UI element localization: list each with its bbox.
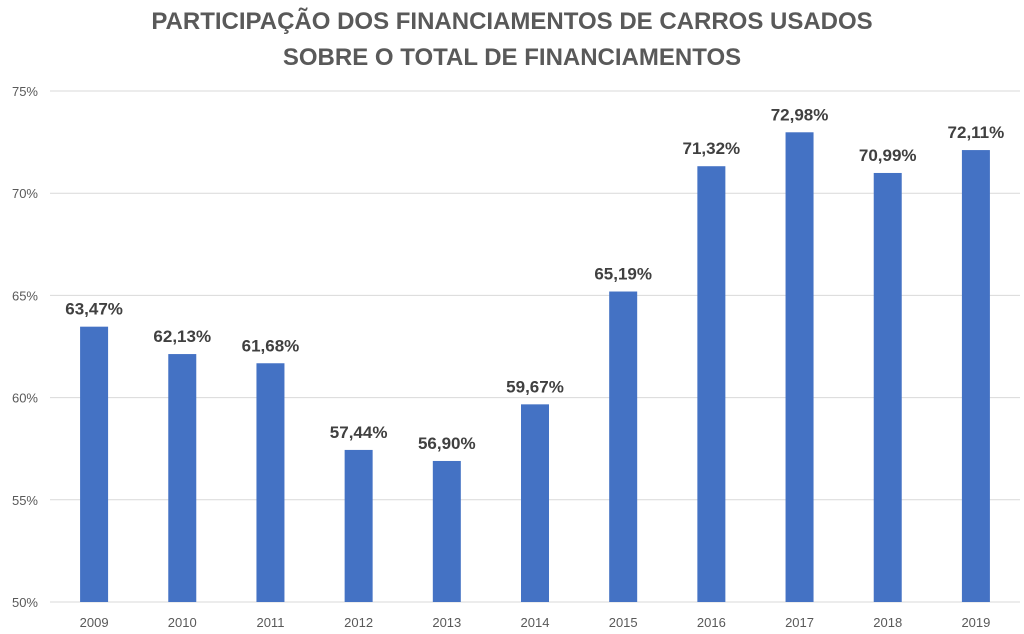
bar-2018 — [873, 172, 902, 602]
y-tick-label: 60% — [12, 391, 38, 406]
bar-2019 — [961, 150, 990, 602]
y-tick-label: 65% — [12, 288, 38, 303]
x-tick-label-2013: 2013 — [432, 615, 461, 630]
bar-2013 — [432, 460, 461, 602]
bar-2015 — [609, 291, 638, 602]
data-label-2011: 61,68% — [242, 336, 300, 355]
bar-2011 — [256, 363, 285, 602]
data-label-2009: 63,47% — [65, 300, 123, 319]
x-tick-label-2012: 2012 — [344, 615, 373, 630]
bar-2016 — [697, 166, 726, 603]
data-label-2018: 70,99% — [859, 146, 917, 165]
x-tick-label-2017: 2017 — [785, 615, 814, 630]
y-tick-label: 75% — [12, 84, 38, 99]
x-tick-label-2011: 2011 — [256, 615, 284, 630]
y-tick-label: 55% — [12, 493, 38, 508]
data-label-2013: 56,90% — [418, 434, 476, 453]
x-tick-label-2010: 2010 — [168, 615, 197, 630]
data-label-2012: 57,44% — [330, 423, 388, 442]
x-tick-label-2016: 2016 — [697, 615, 726, 630]
y-tick-label: 50% — [12, 595, 38, 610]
x-tick-label-2018: 2018 — [873, 615, 902, 630]
x-tick-label-2014: 2014 — [521, 615, 550, 630]
bar-2012 — [344, 449, 373, 602]
chart-title-line-2: SOBRE O TOTAL DE FINANCIAMENTOS — [282, 44, 742, 71]
data-label-2010: 62,13% — [153, 327, 211, 346]
data-label-2017: 72,98% — [771, 105, 829, 124]
data-label-2015: 65,19% — [594, 265, 652, 284]
data-label-2014: 59,67% — [506, 377, 564, 396]
bar-2017 — [785, 132, 814, 602]
x-tick-label-2019: 2019 — [961, 615, 990, 630]
bar-2010 — [168, 354, 197, 602]
chart-title-line-1: PARTICIPAÇÃO DOS FINANCIAMENTOS DE CARRO… — [151, 8, 873, 35]
y-tick-label: 70% — [12, 186, 38, 201]
bar-2014 — [521, 404, 549, 602]
chart-title: PARTICIPAÇÃO DOS FINANCIAMENTOS DE CARRO… — [0, 4, 1024, 76]
data-label-2016: 71,32% — [683, 139, 741, 158]
data-label-2019: 72,11% — [948, 123, 1005, 142]
x-tick-label-2009: 2009 — [80, 615, 109, 630]
x-tick-label-2015: 2015 — [609, 615, 638, 630]
bar-2009 — [80, 326, 109, 602]
